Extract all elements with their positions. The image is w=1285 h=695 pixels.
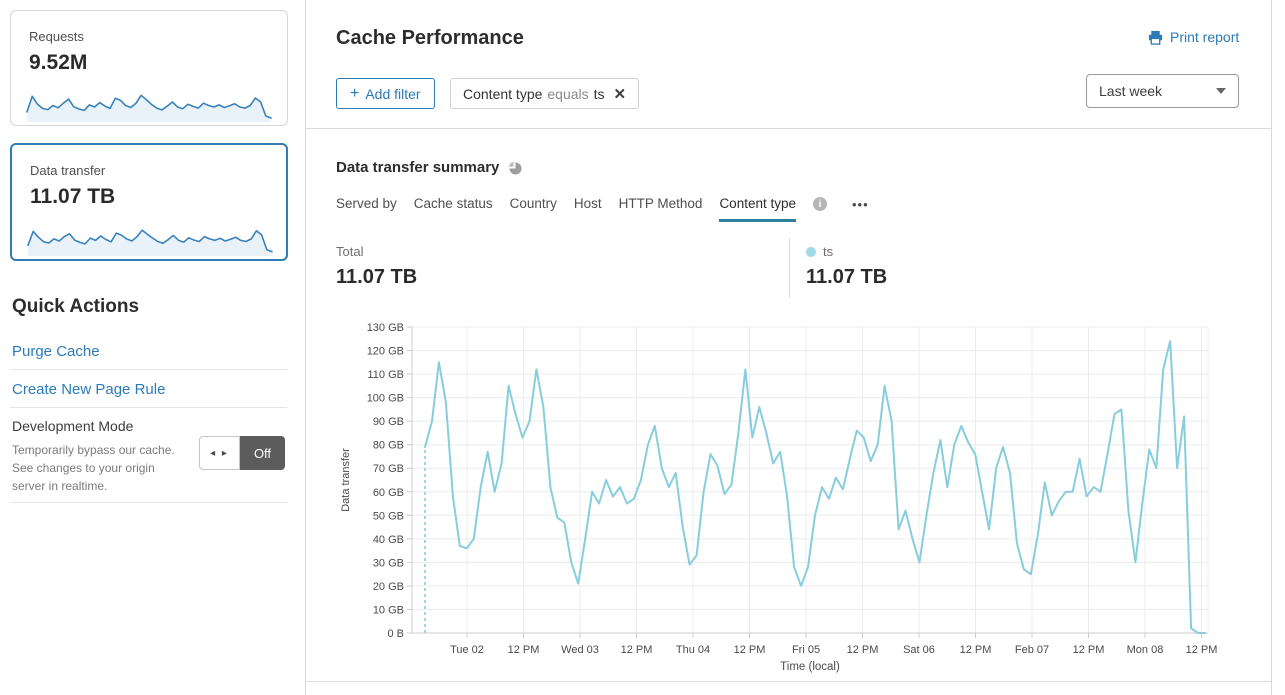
svg-text:80 GB: 80 GB (373, 440, 404, 452)
tab-host[interactable]: Host (573, 196, 602, 211)
svg-text:Mon 08: Mon 08 (1127, 644, 1164, 656)
svg-text:70 GB: 70 GB (373, 463, 404, 475)
svg-text:0 B: 0 B (387, 628, 404, 640)
tab-country[interactable]: Country (509, 196, 557, 211)
data-transfer-metric-card[interactable]: Data transfer 11.07 TB (10, 143, 288, 261)
remove-filter-icon[interactable]: ✕ (613, 85, 627, 103)
header-divider (306, 128, 1271, 129)
svg-text:12 PM: 12 PM (960, 644, 992, 656)
development-mode-description: Temporarily bypass our cache. See change… (12, 443, 175, 493)
filter-value: ts (593, 85, 605, 102)
svg-text:Wed 03: Wed 03 (561, 644, 599, 656)
svg-text:10 GB: 10 GB (373, 604, 404, 616)
total-stat: Total 11.07 TB (336, 244, 417, 289)
total-value: 11.07 TB (336, 266, 418, 288)
svg-text:12 PM: 12 PM (1073, 644, 1105, 656)
svg-text:20 GB: 20 GB (373, 581, 404, 593)
tab-cache-status[interactable]: Cache status (413, 196, 493, 211)
printer-icon (1148, 30, 1163, 45)
ts-series-stat: ts 11.07 TB (806, 244, 887, 289)
svg-text:12 PM: 12 PM (847, 644, 879, 656)
summary-title: Data transfer summary (336, 159, 500, 176)
quick-actions-heading: Quick Actions (12, 296, 140, 317)
print-report-label: Print report (1170, 29, 1240, 45)
svg-text:110 GB: 110 GB (368, 369, 405, 381)
divider (10, 502, 287, 503)
plus-icon: + (350, 84, 360, 102)
svg-text:12 PM: 12 PM (508, 644, 540, 656)
requests-metric-card[interactable]: Requests 9.52M (10, 10, 288, 126)
tab-http-method[interactable]: HTTP Method (618, 196, 703, 211)
tab-served-by[interactable]: Served by (336, 196, 397, 211)
svg-text:50 GB: 50 GB (373, 510, 404, 522)
svg-text:Data transfer: Data transfer (340, 448, 352, 512)
more-tabs-icon[interactable]: ••• (852, 197, 869, 212)
section-bottom-divider (306, 681, 1271, 682)
svg-text:Time (local): Time (local) (780, 661, 840, 673)
svg-text:12 PM: 12 PM (621, 644, 653, 656)
requests-sparkline-chart (26, 94, 272, 122)
info-icon[interactable]: i (813, 197, 827, 211)
svg-text:Thu 04: Thu 04 (676, 644, 710, 656)
filter-field: Content type (463, 85, 543, 102)
svg-text:12 PM: 12 PM (734, 644, 766, 656)
svg-text:60 GB: 60 GB (373, 487, 404, 499)
total-label: Total (336, 244, 364, 259)
caret-down-icon (1216, 88, 1226, 94)
page-title: Cache Performance (336, 27, 524, 49)
svg-text:Sat 06: Sat 06 (903, 644, 935, 656)
toggle-arrows-icon: ◂ ▸ (199, 436, 240, 470)
tab-content-type[interactable]: Content type (719, 196, 796, 222)
svg-text:90 GB: 90 GB (373, 416, 404, 428)
stat-divider (789, 238, 790, 298)
print-report-button[interactable]: Print report (1148, 29, 1239, 45)
svg-text:Tue 02: Tue 02 (450, 644, 484, 656)
development-mode-toggle[interactable]: ◂ ▸ Off (199, 436, 285, 470)
data-transfer-sparkline-chart (27, 229, 273, 256)
divider (10, 369, 287, 370)
svg-text:30 GB: 30 GB (373, 557, 404, 569)
add-filter-button[interactable]: + Add filter (336, 78, 435, 109)
svg-text:Feb 07: Feb 07 (1015, 644, 1049, 656)
sidebar-main-divider (305, 0, 306, 695)
content-right-border (1271, 0, 1272, 695)
create-page-rule-link[interactable]: Create New Page Rule (12, 381, 166, 398)
time-range-dropdown[interactable]: Last week (1086, 74, 1239, 108)
pie-chart-icon (509, 161, 522, 174)
data-transfer-chart[interactable]: 0 B 10 GB 20 GB 30 GB 40 GB 50 GB 60 GB 70 GB 80… (306, 300, 1272, 680)
ts-legend-label: ts (823, 244, 834, 259)
svg-text:100 GB: 100 GB (367, 393, 404, 405)
time-range-value: Last week (1099, 83, 1163, 99)
ts-series-value: 11.07 TB (806, 266, 888, 288)
svg-text:130 GB: 130 GB (367, 322, 404, 334)
requests-card-label: Requests (29, 29, 84, 44)
svg-text:Fri 05: Fri 05 (792, 644, 820, 656)
data-transfer-card-label: Data transfer (30, 163, 106, 178)
summary-tabs: Served by Cache status Country Host HTTP… (336, 196, 869, 222)
toggle-off-label: Off (240, 436, 285, 470)
svg-text:40 GB: 40 GB (373, 534, 404, 546)
svg-text:120 GB: 120 GB (367, 346, 404, 358)
ts-legend-dot (806, 246, 816, 257)
add-filter-label: Add filter (365, 85, 421, 102)
purge-cache-link[interactable]: Purge Cache (12, 343, 100, 360)
data-transfer-card-value: 11.07 TB (30, 185, 116, 208)
content-type-filter-chip[interactable]: Content type equals ts ✕ (450, 78, 640, 109)
filter-operator: equals (547, 85, 589, 102)
svg-text:12 PM: 12 PM (1186, 644, 1218, 656)
requests-card-value: 9.52M (29, 51, 88, 74)
divider (10, 407, 287, 408)
development-mode-label: Development Mode (12, 418, 134, 434)
